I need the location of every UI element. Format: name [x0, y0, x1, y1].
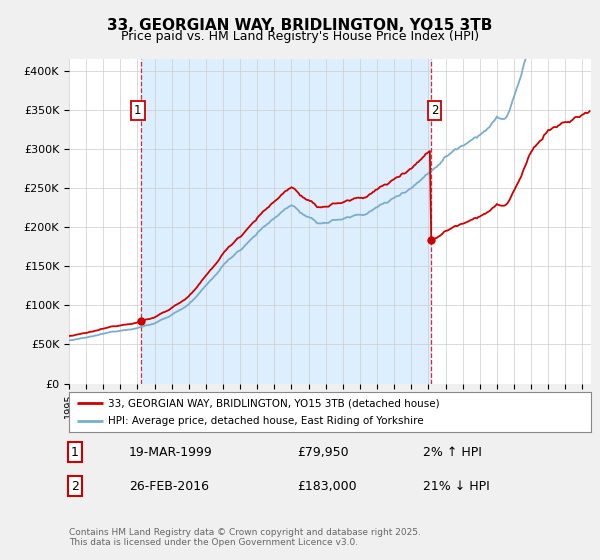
Text: £79,950: £79,950 — [297, 446, 349, 459]
Text: 1: 1 — [71, 446, 79, 459]
Text: 1: 1 — [134, 104, 142, 117]
Text: 33, GEORGIAN WAY, BRIDLINGTON, YO15 3TB (detached house): 33, GEORGIAN WAY, BRIDLINGTON, YO15 3TB … — [108, 398, 440, 408]
Text: 19-MAR-1999: 19-MAR-1999 — [129, 446, 213, 459]
Text: 2% ↑ HPI: 2% ↑ HPI — [423, 446, 482, 459]
Text: 2: 2 — [431, 104, 438, 117]
Text: Contains HM Land Registry data © Crown copyright and database right 2025.
This d: Contains HM Land Registry data © Crown c… — [69, 528, 421, 548]
Text: 33, GEORGIAN WAY, BRIDLINGTON, YO15 3TB: 33, GEORGIAN WAY, BRIDLINGTON, YO15 3TB — [107, 18, 493, 34]
Text: 21% ↓ HPI: 21% ↓ HPI — [423, 479, 490, 493]
Text: Price paid vs. HM Land Registry's House Price Index (HPI): Price paid vs. HM Land Registry's House … — [121, 30, 479, 43]
Bar — [141, 59, 431, 384]
Text: £183,000: £183,000 — [297, 479, 356, 493]
Text: 26-FEB-2016: 26-FEB-2016 — [129, 479, 209, 493]
Text: HPI: Average price, detached house, East Riding of Yorkshire: HPI: Average price, detached house, East… — [108, 416, 424, 426]
Text: 2: 2 — [71, 479, 79, 493]
